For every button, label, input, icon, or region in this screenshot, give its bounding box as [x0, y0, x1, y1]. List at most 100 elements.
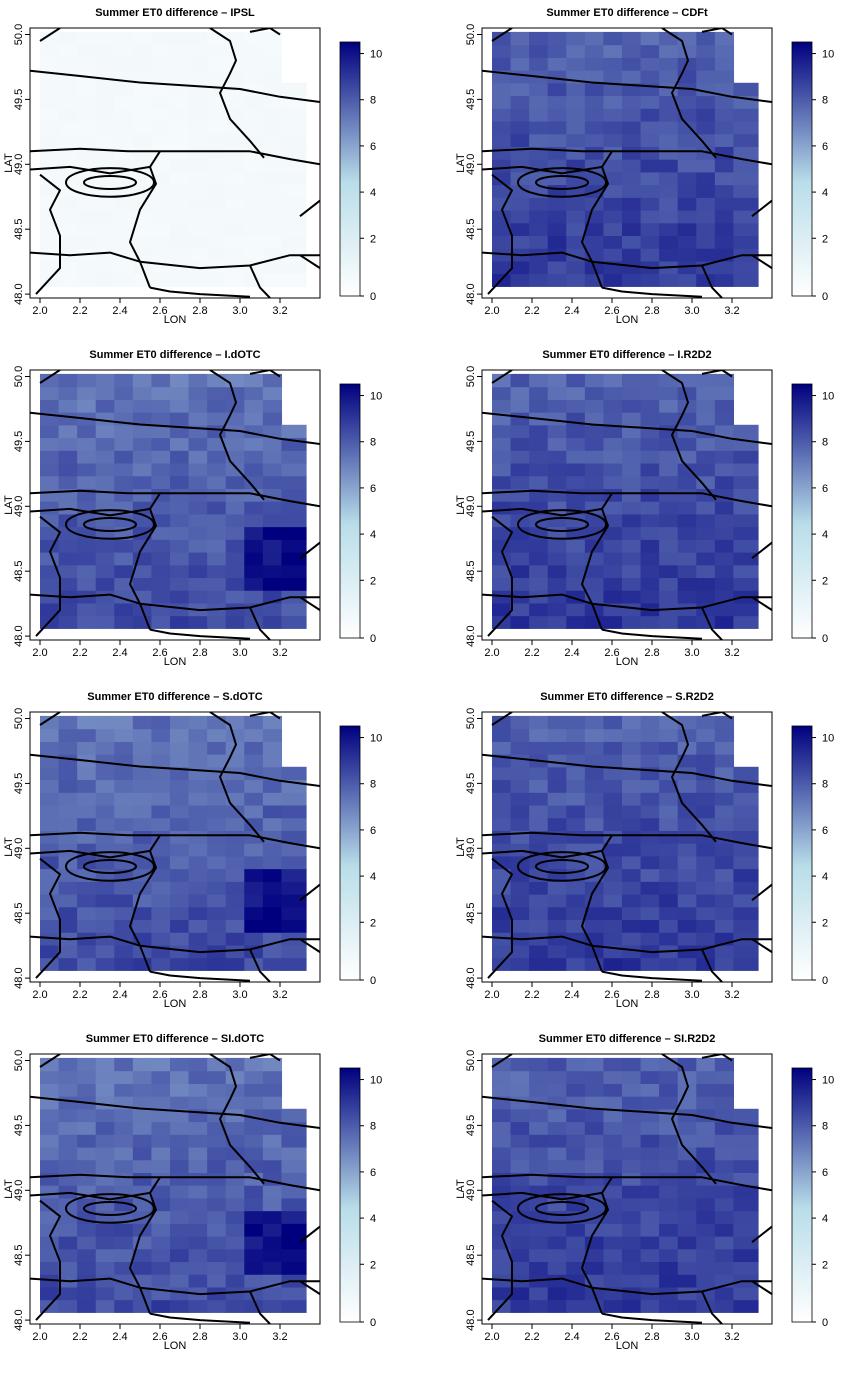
heatmap-cell: [659, 539, 679, 553]
heatmap-cell: [622, 1235, 642, 1250]
heatmap-cell: [603, 1134, 623, 1148]
heatmap-cell: [188, 57, 208, 71]
heatmap-cell: [566, 373, 586, 388]
colorbar-tick-label: 2: [370, 233, 376, 245]
y-tick-label: 49.0: [13, 1180, 25, 1201]
heatmap-cell: [132, 1108, 153, 1123]
colorbar-tick-label: 8: [822, 437, 828, 449]
heatmap-cell: [58, 1083, 78, 1097]
heatmap-cell: [95, 450, 115, 464]
heatmap-cell: [114, 373, 134, 388]
y-tick-label: 50.0: [13, 708, 25, 729]
heatmap-cell: [510, 108, 530, 122]
heatmap-cell: [262, 95, 283, 109]
heatmap-cell: [566, 273, 586, 287]
heatmap-cell: [603, 957, 623, 971]
heatmap-cell: [677, 273, 697, 287]
heatmap-cell: [492, 1261, 512, 1275]
region-border: [751, 541, 772, 559]
heatmap-cell: [547, 1070, 567, 1084]
heatmap-cell: [640, 412, 660, 426]
heatmap-cell: [547, 1248, 567, 1263]
heatmap-cell: [492, 843, 512, 857]
heatmap-cell: [244, 804, 264, 819]
heatmap-cell: [40, 1248, 60, 1263]
heatmap-cell: [510, 919, 530, 933]
heatmap-cell: [262, 1261, 283, 1275]
region-border: [209, 370, 265, 501]
heatmap-cell: [77, 260, 97, 275]
heatmap-cell: [733, 462, 759, 477]
heatmap-cell: [584, 1248, 605, 1263]
heatmap-cell: [510, 399, 530, 413]
heatmap-cell: [40, 1159, 60, 1173]
heatmap-cell: [622, 513, 642, 528]
heatmap-cell: [677, 184, 697, 198]
x-tick-label: 2.4: [112, 989, 127, 1001]
y-tick-label: 48.5: [465, 560, 477, 581]
heatmap-cell: [207, 373, 227, 388]
heatmap-cell: [95, 1286, 115, 1301]
heatmap-cell: [225, 95, 245, 109]
heatmap-cell: [659, 1299, 679, 1313]
heatmap-cell: [77, 1070, 97, 1084]
heatmap-cell: [188, 1146, 208, 1161]
heatmap-cell: [659, 766, 679, 781]
heatmap-cell: [510, 57, 530, 71]
heatmap-cell: [188, 197, 208, 211]
heatmap-cell: [58, 273, 78, 287]
heatmap-cell: [188, 728, 208, 742]
heatmap-cell: [547, 146, 567, 160]
heatmap-cell: [677, 248, 697, 262]
heatmap-cell: [603, 1210, 623, 1224]
heatmap-cell: [77, 564, 97, 579]
heatmap-cell: [188, 373, 208, 388]
heatmap-cell: [114, 437, 134, 451]
heatmap-cell: [77, 399, 97, 413]
heatmap-cell: [151, 792, 171, 806]
heatmap-cell: [40, 235, 60, 249]
heatmap-cell: [262, 715, 283, 730]
heatmap-cell: [566, 57, 586, 71]
heatmap-cell: [677, 817, 697, 831]
heatmap-cell: [95, 830, 115, 844]
heatmap-cell: [151, 373, 171, 388]
heatmap-cell: [207, 1070, 227, 1084]
heatmap-cell: [244, 881, 264, 895]
heatmap-cell: [281, 462, 307, 477]
heatmap-cell: [659, 1096, 679, 1110]
heatmap-cell: [547, 273, 567, 287]
heatmap-cell: [58, 804, 78, 819]
heatmap-cell: [77, 209, 97, 224]
heatmap-cell: [677, 386, 697, 400]
heatmap-cell: [733, 146, 759, 160]
heatmap-cell: [733, 855, 759, 870]
heatmap-cell: [77, 462, 97, 477]
heatmap-cell: [640, 715, 660, 730]
heatmap-cell: [188, 1159, 208, 1173]
x-tick-label: 2.6: [604, 305, 619, 317]
heatmap-cell: [714, 1083, 735, 1097]
heatmap-cell: [603, 564, 623, 579]
heatmap-cell: [151, 248, 171, 262]
heatmap-cell: [659, 1172, 679, 1186]
heatmap-cell: [603, 779, 623, 793]
heatmap-cell: [659, 70, 679, 84]
heatmap-cell: [529, 222, 549, 237]
heatmap-cell: [566, 1070, 586, 1084]
heatmap-cell: [677, 551, 697, 566]
heatmap-cell: [492, 906, 512, 921]
region-border: [65, 851, 155, 882]
heatmap-cell: [151, 1274, 171, 1288]
heatmap-cell: [603, 70, 623, 84]
heatmap-cell: [114, 57, 134, 71]
heatmap-cell: [622, 1159, 642, 1173]
heatmap-cell: [677, 197, 697, 211]
heatmap-cell: [281, 120, 307, 135]
heatmap-cell: [207, 830, 227, 844]
heatmap-cell: [640, 754, 660, 768]
heatmap-cell: [225, 273, 245, 287]
heatmap-cell: [622, 855, 642, 870]
